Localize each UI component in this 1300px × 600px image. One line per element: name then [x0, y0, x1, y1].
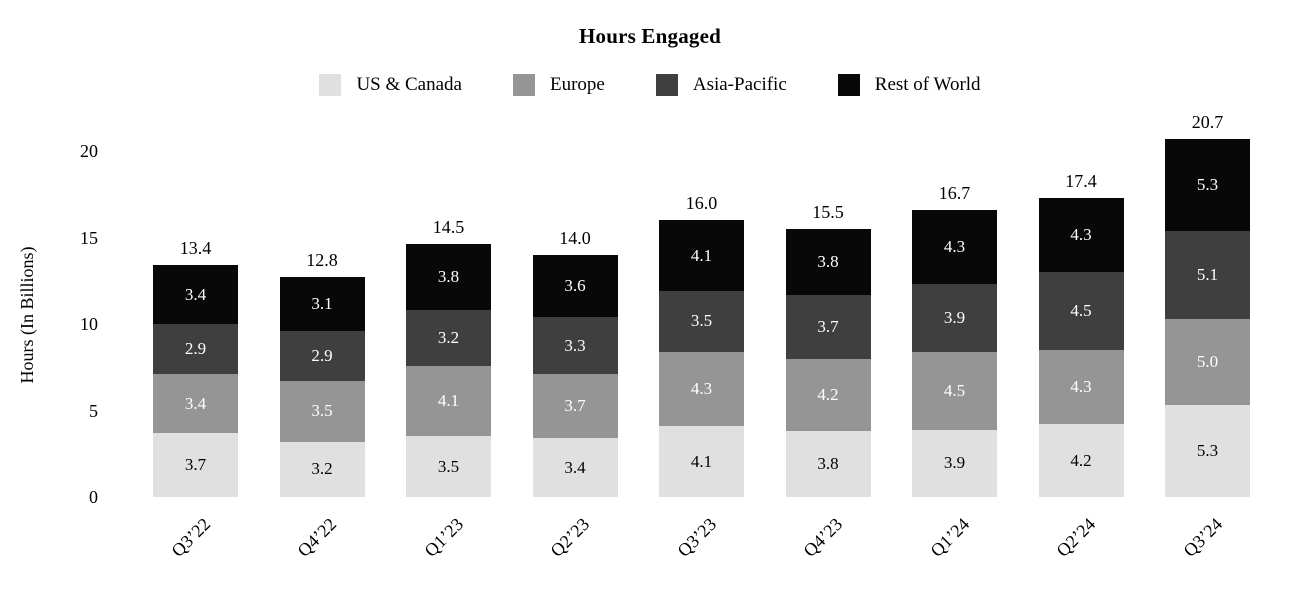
legend-item: US & Canada	[319, 74, 462, 96]
legend: US & Canada Europe Asia-Pacific Rest of Wor…	[0, 74, 1300, 96]
bar-segment: 5.3	[1165, 138, 1250, 231]
x-tick-label: Q2’24	[1052, 514, 1100, 561]
bar-segment: 4.5	[1038, 272, 1124, 350]
legend-label: Rest of World	[874, 74, 981, 95]
bar-segment: 2.9	[153, 324, 238, 375]
legend-item: Europe	[512, 74, 605, 96]
bar-total-label: 20.7	[1191, 111, 1224, 132]
x-tick-label: Q3’24	[1178, 514, 1226, 561]
legend-label: US & Canada	[356, 74, 462, 95]
x-tick-label: Q1’24	[925, 514, 973, 561]
legend-label: Europe	[549, 74, 605, 95]
bar-segment: 4.1	[406, 365, 491, 437]
bar-segment: 4.3	[912, 209, 997, 285]
bar-segment: 4.1	[659, 426, 744, 497]
legend-item: Asia-Pacific	[655, 74, 787, 96]
legend-swatch	[837, 74, 860, 96]
legend-item: Rest of World	[837, 74, 981, 96]
bar-segment: 4.2	[1038, 424, 1124, 497]
bar-segment: 3.5	[279, 381, 365, 442]
x-tick-label: Q3’23	[672, 514, 720, 561]
bar-segment: 3.4	[153, 374, 238, 433]
y-tick-label: 15	[80, 227, 98, 248]
bar-total-label: 13.4	[179, 238, 212, 259]
bar-total-label: 16.0	[685, 193, 718, 214]
legend-swatch	[512, 74, 535, 96]
bar-segment: 3.9	[912, 429, 997, 497]
bar-segment: 5.1	[1165, 230, 1250, 319]
x-tick-label: Q1’23	[419, 514, 467, 561]
y-tick-label: 10	[80, 314, 98, 334]
bar-segment: 3.2	[279, 441, 365, 497]
bar-segment: 4.5	[912, 351, 997, 430]
bar-segment: 3.5	[406, 436, 491, 497]
bar-segment: 3.8	[406, 244, 491, 311]
bar-total-label: 17.4	[1065, 170, 1097, 191]
y-tick-label: 0	[89, 487, 98, 507]
bar-total-label: 12.8	[306, 250, 338, 271]
bar-segment: 3.6	[532, 254, 618, 318]
bar-total-label: 16.7	[938, 182, 971, 203]
y-axis-label: Hours (In Billions)	[17, 246, 37, 384]
bar-total-label: 14.5	[432, 217, 465, 238]
bar-segment: 3.7	[532, 374, 618, 439]
x-tick-label: Q3’22	[166, 514, 214, 561]
bar-segment: 3.8	[785, 431, 871, 497]
x-tick-label: Q4’23	[799, 514, 847, 561]
bar-segment: 4.2	[785, 358, 871, 432]
bar-segment: 3.9	[912, 284, 997, 352]
bar-segment: 3.1	[279, 277, 365, 331]
bar-segment: 4.3	[1038, 349, 1124, 425]
bar-segment: 4.1	[659, 220, 744, 292]
bar-segment: 2.9	[279, 330, 365, 382]
bar-segment: 3.7	[785, 294, 871, 359]
x-tick-label: Q4’22	[293, 514, 341, 561]
bar-segment: 5.0	[1165, 318, 1250, 406]
bar-segment: 3.3	[532, 317, 618, 375]
x-tick-label: Q2’23	[546, 514, 594, 561]
bar-segment: 4.3	[1038, 197, 1124, 273]
legend-label: Asia-Pacific	[692, 74, 787, 95]
bar-total-label: 14.0	[559, 227, 591, 248]
bar-segment: 4.3	[659, 351, 744, 427]
bar-segment: 5.3	[1165, 405, 1250, 497]
bar-segment: 3.2	[406, 310, 491, 366]
bar-segment: 3.7	[153, 432, 238, 497]
y-tick-label: 20	[80, 141, 98, 161]
y-tick-label: 5	[89, 400, 98, 421]
legend-swatch	[655, 74, 678, 96]
legend-swatch	[319, 74, 342, 96]
bar-segment: 3.4	[153, 265, 238, 324]
chart-title: Hours Engaged	[578, 24, 722, 48]
bar-segment: 3.8	[785, 228, 871, 295]
bar-total-label: 15.5	[812, 201, 844, 222]
bar-segment: 3.5	[659, 291, 744, 352]
bar-segment: 3.4	[532, 438, 618, 497]
